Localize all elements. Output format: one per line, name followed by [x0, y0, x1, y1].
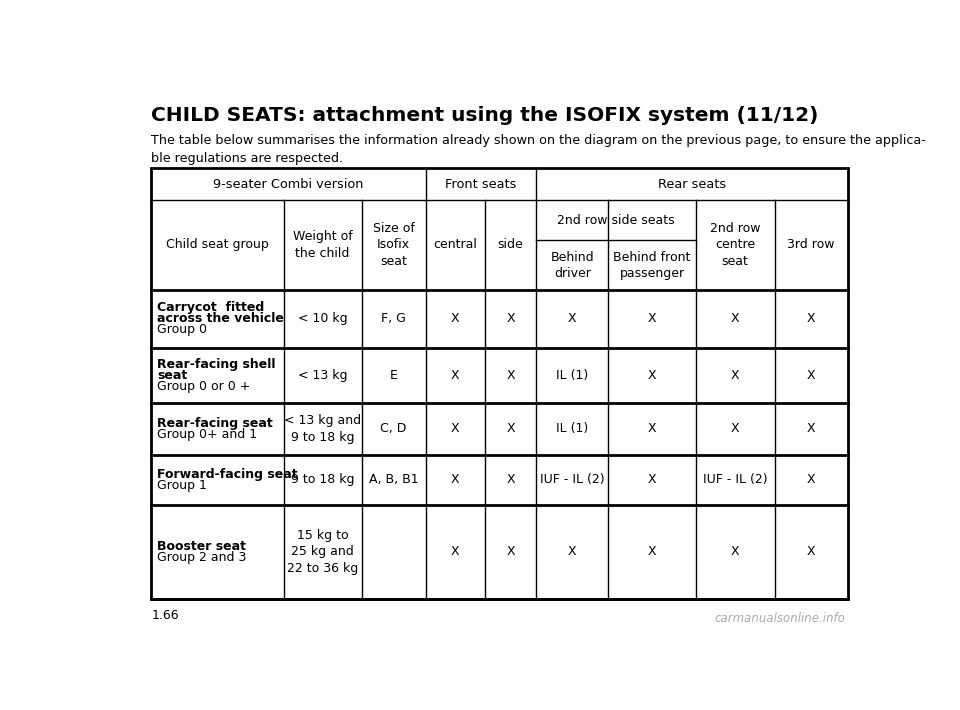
Text: X: X [731, 312, 739, 325]
Text: IL (1): IL (1) [556, 368, 588, 381]
Text: Child seat group: Child seat group [166, 239, 269, 251]
Text: Rear-facing shell: Rear-facing shell [157, 358, 276, 371]
Text: X: X [731, 368, 739, 381]
Text: X: X [648, 312, 657, 325]
Text: Group 1: Group 1 [157, 479, 207, 492]
Text: Carrycot  fitted: Carrycot fitted [157, 302, 264, 315]
Text: X: X [806, 474, 815, 486]
Text: Rear seats: Rear seats [658, 178, 726, 190]
Text: Front seats: Front seats [445, 178, 516, 190]
Text: X: X [506, 312, 515, 325]
Text: 1.66: 1.66 [152, 609, 179, 622]
Text: X: X [648, 368, 657, 381]
Text: Group 0: Group 0 [157, 323, 207, 337]
Text: central: central [433, 239, 477, 251]
Text: < 10 kg: < 10 kg [298, 312, 348, 325]
Text: A, B, B1: A, B, B1 [369, 474, 419, 486]
Text: across the vehicle: across the vehicle [157, 312, 284, 325]
Text: CHILD SEATS: attachment using the ISOFIX system (11/12): CHILD SEATS: attachment using the ISOFIX… [152, 106, 819, 125]
Text: 9 to 18 kg: 9 to 18 kg [291, 474, 354, 486]
Text: 2nd row
centre
seat: 2nd row centre seat [709, 222, 760, 268]
Text: seat: seat [157, 368, 187, 381]
Text: X: X [568, 545, 577, 559]
Text: X: X [451, 474, 460, 486]
Text: IL (1): IL (1) [556, 422, 588, 435]
Text: X: X [506, 474, 515, 486]
Text: X: X [451, 545, 460, 559]
Text: IUF - IL (2): IUF - IL (2) [703, 474, 767, 486]
Text: X: X [731, 422, 739, 435]
Text: X: X [731, 545, 739, 559]
Text: Rear-facing seat: Rear-facing seat [157, 417, 273, 430]
Text: The table below summarises the information already shown on the diagram on the p: The table below summarises the informati… [152, 134, 926, 165]
Text: X: X [648, 545, 657, 559]
Text: side: side [497, 239, 523, 251]
Text: X: X [806, 545, 815, 559]
Text: X: X [506, 422, 515, 435]
Text: X: X [506, 368, 515, 381]
Text: Group 0 or 0 +: Group 0 or 0 + [157, 380, 251, 393]
Text: Behind
driver: Behind driver [550, 251, 594, 280]
Text: X: X [451, 368, 460, 381]
Text: C, D: C, D [380, 422, 407, 435]
Text: X: X [806, 312, 815, 325]
Text: 9-seater Combi version: 9-seater Combi version [213, 178, 364, 190]
Text: X: X [648, 474, 657, 486]
Text: < 13 kg and
9 to 18 kg: < 13 kg and 9 to 18 kg [284, 414, 361, 444]
Text: X: X [806, 422, 815, 435]
Text: IUF - IL (2): IUF - IL (2) [540, 474, 605, 486]
Text: Size of
Isofix
seat: Size of Isofix seat [372, 222, 415, 268]
Text: Forward-facing seat: Forward-facing seat [157, 468, 298, 481]
Text: X: X [451, 312, 460, 325]
Text: X: X [806, 368, 815, 381]
Text: X: X [648, 422, 657, 435]
Text: 3rd row: 3rd row [787, 239, 835, 251]
Text: Weight of
the child: Weight of the child [293, 230, 352, 260]
Text: E: E [390, 368, 397, 381]
Text: carmanualsonline.info: carmanualsonline.info [714, 612, 846, 626]
Text: Behind front
passenger: Behind front passenger [613, 251, 690, 280]
Text: X: X [506, 545, 515, 559]
Text: Booster seat: Booster seat [157, 540, 246, 553]
Text: < 13 kg: < 13 kg [298, 368, 348, 381]
Text: X: X [568, 312, 577, 325]
Text: 2nd row side seats: 2nd row side seats [557, 214, 675, 226]
Text: 15 kg to
25 kg and
22 to 36 kg: 15 kg to 25 kg and 22 to 36 kg [287, 529, 358, 575]
Text: F, G: F, G [381, 312, 406, 325]
Text: Group 2 and 3: Group 2 and 3 [157, 551, 247, 564]
Text: Group 0+ and 1: Group 0+ and 1 [157, 428, 257, 441]
Text: X: X [451, 422, 460, 435]
